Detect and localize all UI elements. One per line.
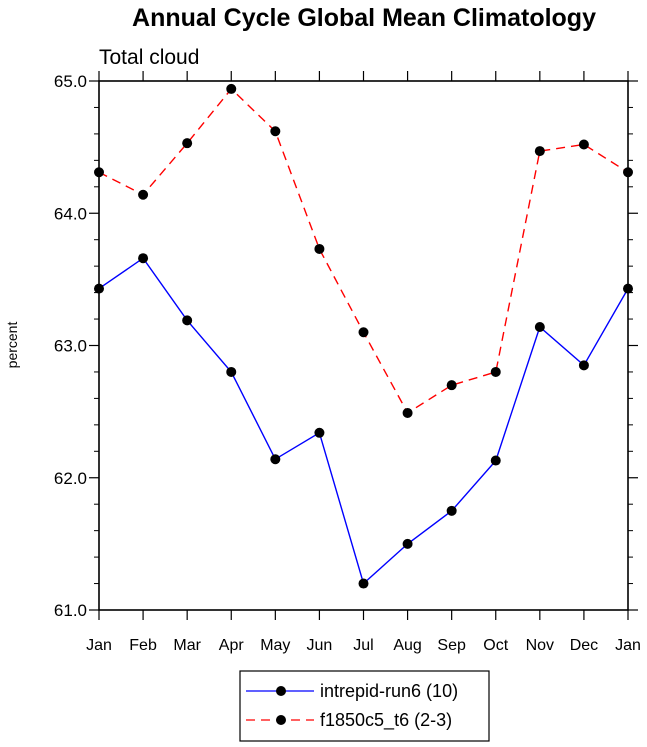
data-point [578, 139, 589, 150]
data-point [182, 138, 193, 149]
data-point [182, 315, 193, 326]
legend-label-f1850: f1850c5_t6 (2-3) [320, 710, 452, 731]
data-point [314, 427, 325, 438]
y-tick-label: 64.0 [54, 204, 87, 223]
data-point [446, 380, 457, 391]
x-tick-label: Mar [173, 637, 201, 654]
x-tick-label: Apr [219, 637, 245, 654]
x-tick-label: Sep [437, 637, 466, 654]
series-markers [94, 83, 633, 589]
x-tick-label: Jun [307, 637, 333, 654]
y-axis-label: percent [4, 322, 20, 369]
x-tick-label: Nov [526, 637, 554, 654]
x-tick-label: Aug [393, 637, 421, 654]
x-tick-label: Jul [353, 637, 373, 654]
data-point [138, 253, 149, 264]
y-tick-labels: 61.0 62.0 63.0 64.0 65.0 [54, 72, 87, 620]
data-point [226, 366, 237, 377]
data-point [534, 321, 545, 332]
data-point [226, 83, 237, 94]
x-tick-labels: Jan Feb Mar Apr May Jun Jul Aug Sep Oct Nov Dec Jan [86, 637, 641, 654]
data-point [270, 454, 281, 465]
x-tick-label: Jan [615, 637, 641, 654]
y-tick-label: 62.0 [54, 469, 87, 488]
data-point [446, 505, 457, 516]
series-line-0 [98, 257, 629, 585]
legend-box [239, 670, 490, 742]
chart-subtitle: Total cloud [99, 46, 199, 69]
minor-ticks [94, 106, 633, 585]
x-tick-label: Feb [129, 637, 157, 654]
major-ticks [89, 71, 638, 620]
chart-title: Annual Cycle Global Mean Climatology [132, 4, 596, 32]
data-point [402, 538, 413, 549]
series-line-1 [98, 87, 629, 414]
x-tick-label: Dec [570, 637, 598, 654]
y-tick-label: 61.0 [54, 601, 87, 620]
legend: intrepid-run6 (10) f1850c5_t6 (2-3) [239, 670, 490, 742]
y-tick-label: 65.0 [54, 72, 87, 91]
data-point [270, 126, 281, 137]
legend-marker-f1850 [276, 715, 286, 725]
data-point [358, 327, 369, 338]
data-point [534, 146, 545, 157]
legend-marker-intrepid [276, 686, 286, 696]
plot-frame [98, 80, 629, 611]
data-point [138, 189, 149, 200]
data-point [358, 578, 369, 589]
x-tick-label: May [260, 637, 290, 654]
x-tick-label: Oct [483, 637, 508, 654]
y-tick-label: 63.0 [54, 337, 87, 356]
data-point [578, 360, 589, 371]
x-tick-label: Jan [86, 637, 112, 654]
data-point [402, 407, 413, 418]
data-point [490, 455, 501, 466]
data-point [314, 243, 325, 254]
data-point [490, 366, 501, 377]
legend-label-intrepid: intrepid-run6 (10) [320, 681, 458, 701]
